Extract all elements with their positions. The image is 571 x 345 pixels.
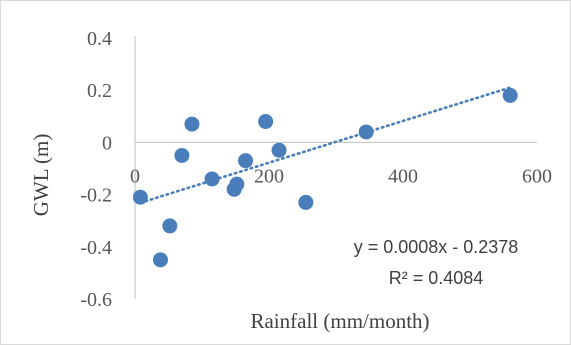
x-tick-label: 600	[522, 165, 552, 187]
data-point	[358, 124, 374, 140]
data-point	[204, 171, 220, 187]
data-point	[271, 142, 287, 158]
y-tick-label: 0	[102, 132, 112, 154]
y-tick-label: -0.6	[80, 289, 112, 311]
x-axis-title: Rainfall (mm/month)	[250, 309, 429, 333]
data-point	[258, 114, 274, 130]
x-tick-label: 400	[388, 165, 418, 187]
x-tick-labels: 0 200 400 600	[130, 165, 552, 187]
points-layer	[132, 87, 518, 268]
data-point	[162, 218, 178, 234]
trendline-layer	[139, 86, 512, 205]
trendline-equation: y = 0.0008x - 0.2378	[354, 237, 519, 257]
y-tick-label: 0.2	[87, 80, 112, 102]
data-point	[174, 147, 190, 163]
y-axis-title: GWL (m)	[29, 134, 53, 217]
axes	[134, 36, 537, 299]
data-point	[502, 87, 518, 103]
x-tick-label: 0	[130, 165, 140, 187]
y-tick-label: 0.4	[87, 28, 112, 50]
y-tick-labels: 0.4 0.2 0 -0.2 -0.4 -0.6	[80, 28, 112, 311]
y-tick-label: -0.4	[80, 237, 112, 259]
data-point	[229, 176, 245, 192]
trendline	[139, 86, 512, 205]
data-point	[152, 252, 168, 268]
trendline-r-squared: R² = 0.4084	[389, 268, 484, 288]
x-tick-label: 200	[254, 165, 284, 187]
y-tick-label: -0.2	[80, 185, 112, 207]
data-point	[298, 194, 314, 210]
y-axis-title-group: GWL (m)	[29, 134, 53, 217]
data-point	[238, 153, 254, 169]
data-point	[184, 116, 200, 132]
data-point	[132, 189, 148, 205]
